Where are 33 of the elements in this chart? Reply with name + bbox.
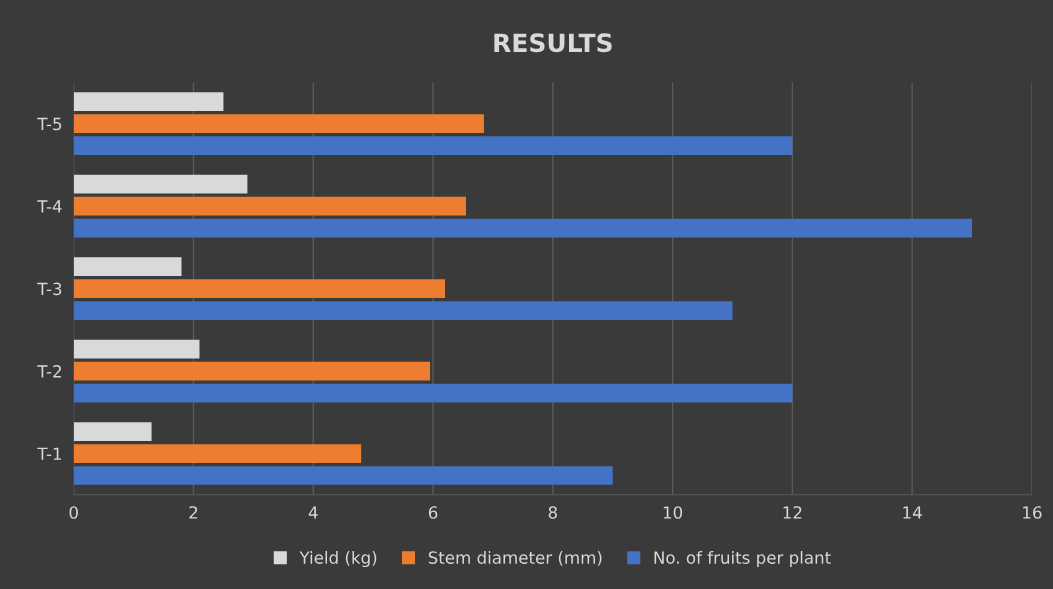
bar xyxy=(73,196,466,216)
x-tick-label: 0 xyxy=(69,506,78,519)
bar xyxy=(73,361,431,381)
bar xyxy=(73,383,793,403)
bar xyxy=(73,136,793,156)
x-tick-label: 8 xyxy=(548,506,557,519)
bar xyxy=(73,92,224,112)
legend-label: Yield (kg) xyxy=(299,550,377,568)
legend-label: No. of fruits per plant xyxy=(654,550,831,568)
bar xyxy=(73,257,182,276)
bar xyxy=(73,422,152,441)
x-tick-label: 14 xyxy=(903,506,922,519)
x-tick-label: 2 xyxy=(189,506,198,519)
chart-title: RESULTS xyxy=(494,33,612,53)
bar xyxy=(73,174,248,194)
bar xyxy=(73,339,200,359)
x-tick-label: 10 xyxy=(663,506,683,519)
x-tick-label: 4 xyxy=(308,506,318,519)
bar xyxy=(73,301,733,320)
y-tick-label: T-3 xyxy=(37,282,62,296)
bar xyxy=(73,218,973,238)
legend-label: Stem diameter (mm) xyxy=(428,550,602,566)
bar xyxy=(73,114,484,134)
bar xyxy=(73,466,613,485)
y-tick-label: T-1 xyxy=(37,447,62,460)
y-tick-label: T-2 xyxy=(37,365,61,378)
y-tick-label: T-5 xyxy=(37,117,62,131)
bar xyxy=(73,279,446,298)
x-tick-label: 6 xyxy=(428,506,438,519)
y-tick-label: T-4 xyxy=(37,200,62,213)
x-tick-label: 12 xyxy=(783,506,802,519)
x-tick-label: 16 xyxy=(1023,506,1042,519)
bar xyxy=(73,444,362,463)
